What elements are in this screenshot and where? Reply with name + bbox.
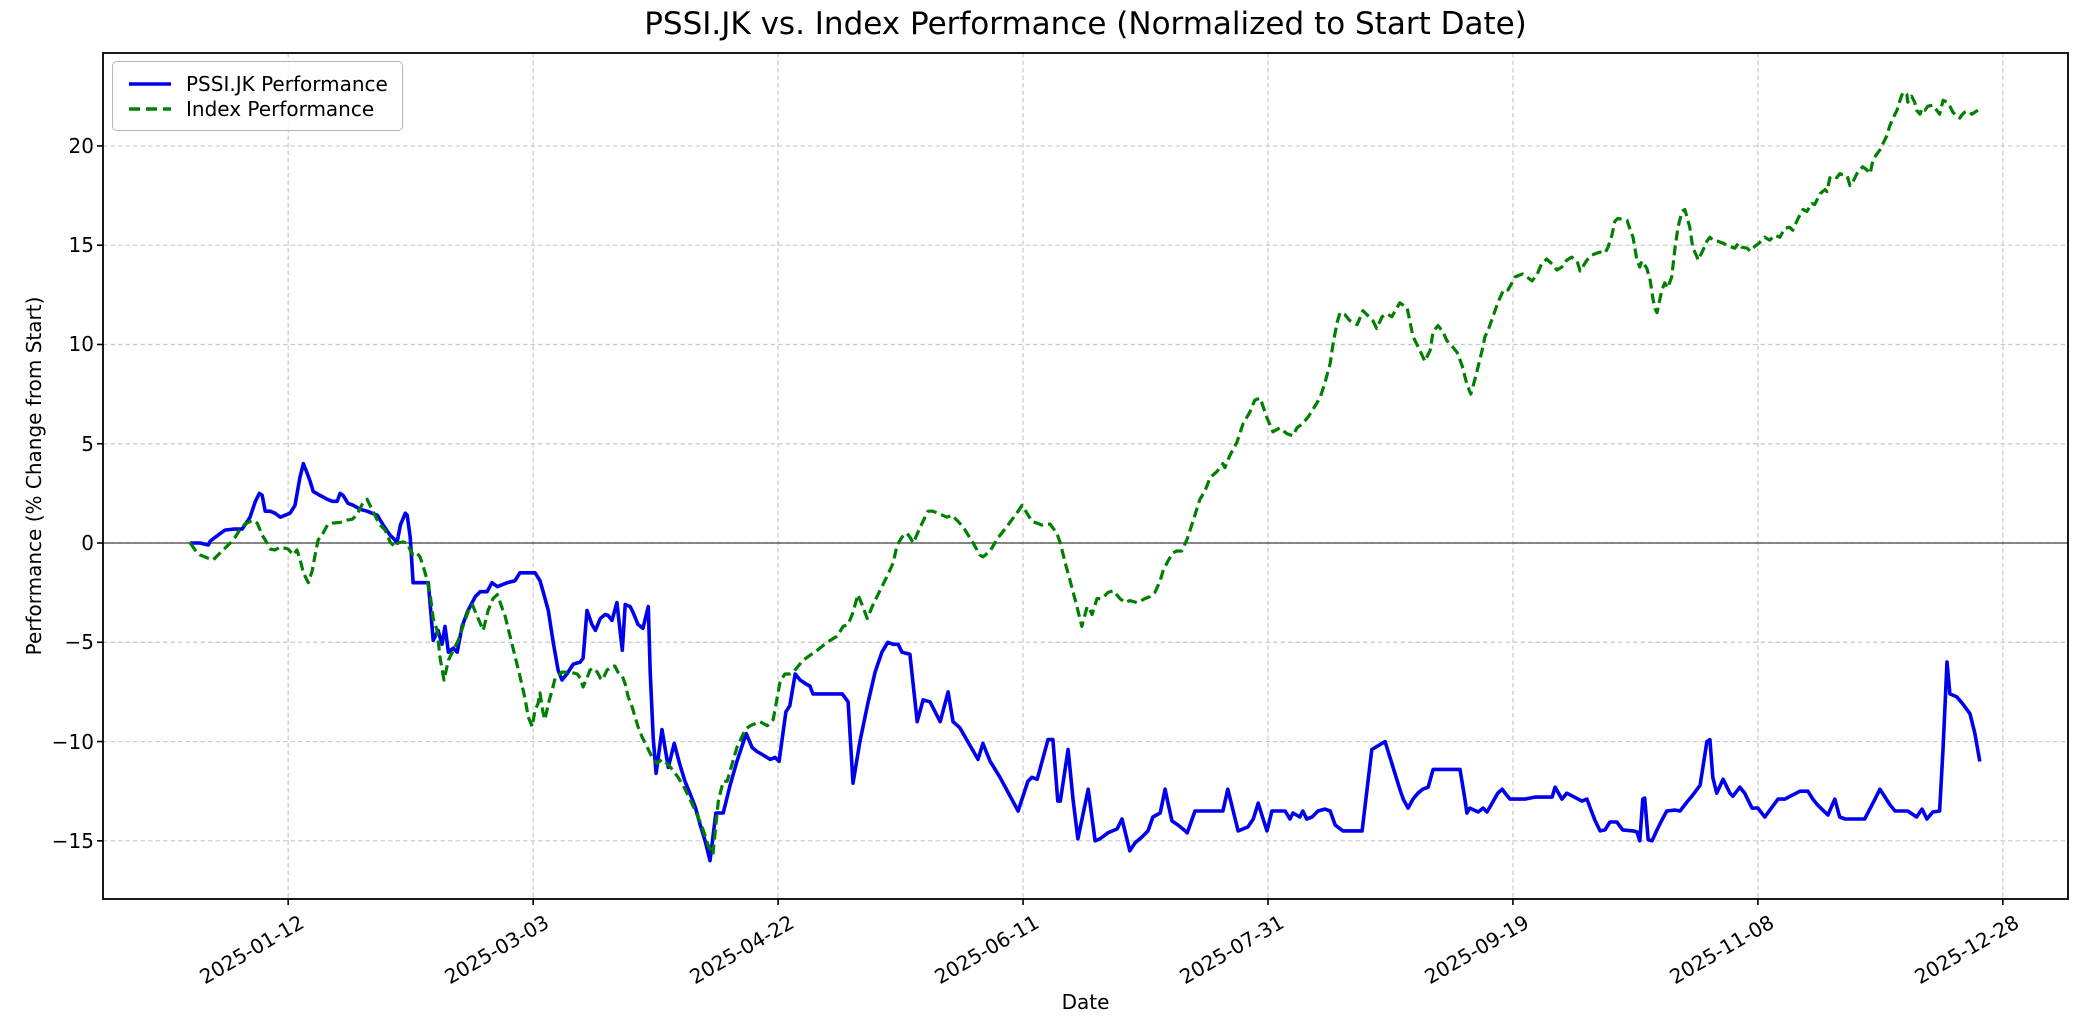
y-tick-label: −10 bbox=[51, 729, 94, 754]
y-tick-label: 0 bbox=[81, 531, 94, 555]
y-tick-label: 20 bbox=[68, 133, 94, 158]
x-axis-label: Date bbox=[1061, 990, 1110, 1014]
legend: PSSI.JK Performance Index Performance bbox=[112, 61, 403, 131]
y-tick-label: −5 bbox=[64, 630, 94, 655]
legend-item: Index Performance bbox=[127, 96, 388, 121]
legend-line-dashed-icon bbox=[129, 106, 171, 111]
legend-item-label: PSSI.JK Performance bbox=[186, 71, 388, 96]
legend-item-label: Index Performance bbox=[186, 96, 375, 121]
y-tick-label: 10 bbox=[68, 332, 94, 357]
legend-item: PSSI.JK Performance bbox=[127, 71, 388, 96]
legend-line-solid-icon bbox=[129, 81, 171, 86]
y-tick-label: −15 bbox=[51, 828, 94, 853]
chart-title: PSSI.JK vs. Index Performance (Normalize… bbox=[644, 6, 1527, 42]
y-tick-label: 15 bbox=[68, 233, 94, 258]
y-tick-label: 5 bbox=[81, 431, 94, 456]
